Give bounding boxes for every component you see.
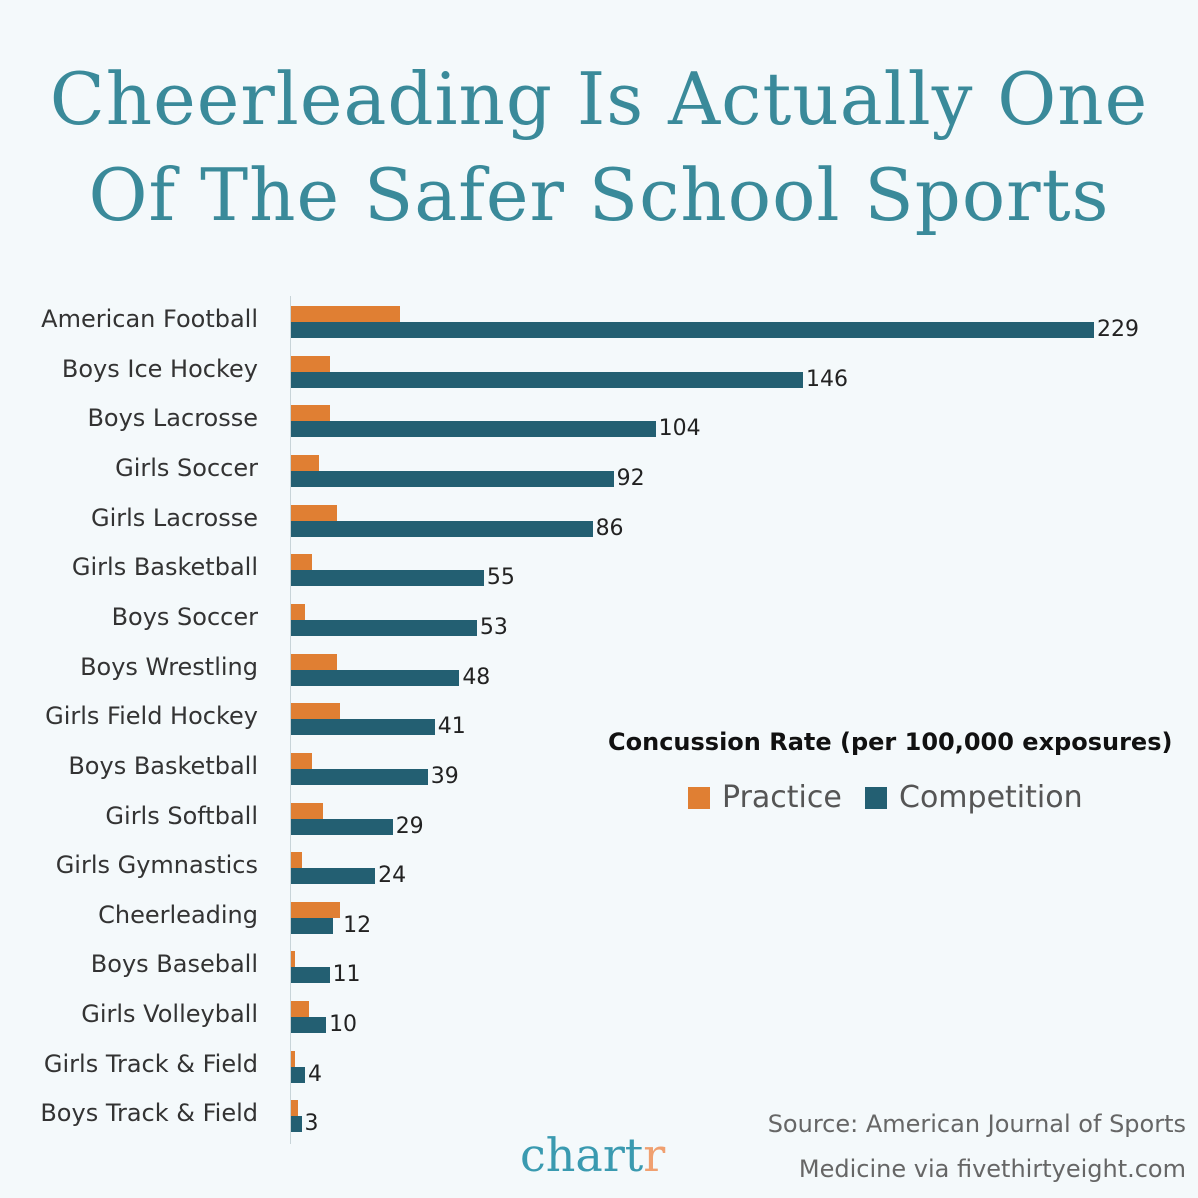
legend-swatch-competition	[865, 786, 887, 809]
legend-title: Concussion Rate (per 100,000 exposures)	[608, 728, 1173, 756]
bar-practice	[291, 1001, 309, 1018]
bar-competition	[291, 917, 334, 934]
data-label-competition: 10	[329, 1012, 358, 1038]
logo-text: chart	[520, 1128, 644, 1182]
category-label: Boys Baseball	[90, 950, 258, 979]
category-label: Girls Softball	[105, 801, 258, 830]
category-label: Boys Soccer	[111, 602, 258, 631]
category-label: American Football	[41, 305, 258, 333]
bar-competition	[291, 768, 428, 785]
data-label-competition: 53	[479, 614, 508, 640]
source-line-2: Medicine via fivethirtyeight.com	[798, 1155, 1186, 1183]
category-label: Boys Ice Hockey	[61, 354, 258, 383]
legend-label-practice: Practice	[722, 780, 842, 815]
bar-practice	[291, 752, 313, 769]
category-label: Girls Volleyball	[81, 1000, 258, 1029]
logo-accent: r	[643, 1128, 666, 1182]
bar-practice	[291, 504, 337, 521]
category-label: Boys Lacrosse	[87, 404, 258, 433]
bar-competition	[291, 719, 435, 736]
bar-practice	[291, 951, 295, 968]
bar-practice	[291, 1100, 298, 1117]
bar-competition	[291, 868, 376, 885]
chart-title-line-2: Of The Safer School Sports	[88, 153, 1110, 237]
bar-competition	[291, 570, 484, 587]
category-label: Boys Wrestling	[80, 652, 258, 681]
data-label-competition: 92	[616, 465, 645, 491]
y-axis-line	[290, 296, 291, 1144]
bar-competition	[291, 619, 477, 636]
data-label-competition: 146	[805, 366, 848, 392]
source-line-1: Source: American Journal of Sports	[767, 1110, 1186, 1138]
legend-item-competition: Competition	[865, 780, 1083, 815]
data-label-competition: 3	[304, 1111, 319, 1137]
bar-competition	[291, 1066, 306, 1083]
category-label: Girls Soccer	[115, 453, 258, 482]
bar-practice	[291, 653, 337, 670]
bar-competition	[291, 1116, 302, 1133]
bar-practice	[291, 603, 306, 620]
category-label: Girls Track & Field	[43, 1049, 258, 1078]
data-label-competition: 86	[595, 515, 624, 541]
data-label-competition: 4	[308, 1061, 323, 1087]
bar-practice	[291, 901, 341, 918]
category-label: Cheerleading	[98, 900, 258, 929]
data-label-competition: 41	[437, 714, 466, 740]
data-label-competition: 39	[430, 763, 459, 789]
bar-competition	[291, 818, 393, 835]
bar-competition	[291, 669, 460, 686]
bar-practice	[291, 306, 400, 322]
bar-competition	[291, 967, 330, 984]
bar-practice	[291, 802, 323, 819]
legend-swatch-practice	[688, 786, 710, 809]
legend-item-practice: Practice	[688, 780, 842, 815]
legend-label-competition: Competition	[899, 780, 1083, 815]
data-label-competition: 229	[1097, 317, 1139, 342]
chartr-logo: chartr	[520, 1128, 665, 1182]
category-label: Girls Field Hockey	[45, 702, 258, 731]
bar-practice	[291, 703, 341, 720]
bar-competition	[291, 1017, 327, 1034]
bar-practice	[291, 355, 330, 372]
bar-competition	[291, 322, 1094, 338]
bar-competition	[291, 470, 614, 487]
data-label-competition: 12	[343, 912, 372, 938]
bar-practice	[291, 1050, 295, 1067]
bar-competition	[291, 371, 803, 388]
bar-competition	[291, 421, 656, 438]
category-label: Boys Basketball	[68, 751, 258, 780]
category-label: Girls Basketball	[71, 553, 258, 582]
data-label-competition: 48	[462, 664, 491, 690]
data-label-competition: 11	[332, 962, 361, 988]
bar-practice	[291, 454, 320, 471]
bar-practice	[291, 852, 302, 869]
category-label: Boys Track & Field	[40, 1099, 258, 1128]
data-label-competition: 55	[486, 565, 515, 591]
bar-practice	[291, 554, 313, 571]
data-label-competition: 104	[658, 416, 701, 442]
bar-competition	[291, 520, 593, 537]
category-label: Girls Lacrosse	[90, 503, 258, 532]
chart-title-line-1: Cheerleading Is Actually One	[49, 57, 1149, 141]
data-label-competition: 29	[395, 813, 424, 839]
bar-practice	[291, 405, 330, 422]
data-label-competition: 24	[378, 863, 407, 889]
category-label: Girls Gymnastics	[55, 851, 258, 880]
